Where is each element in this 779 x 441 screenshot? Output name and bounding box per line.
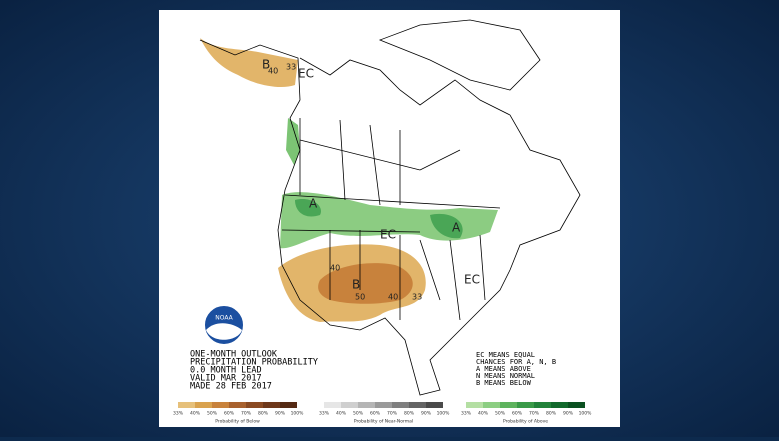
scale-tick-label: 80% [404,411,415,417]
scale-tick-label: 40% [190,411,201,417]
region-label: A [309,197,318,211]
region-label: 40 [330,264,340,273]
title-line: MADE 28 FEB 2017 [190,382,272,392]
key-line: EC MEANS EQUAL [476,351,535,359]
color-swatch [375,402,392,408]
scale-tick-label: 80% [546,411,557,417]
key-line: CHANCES FOR A, N, B [476,358,556,366]
scale-tick-label: 40% [478,411,489,417]
region-label: 50 [355,293,365,302]
color-swatch [483,402,500,408]
scale-tick-label: 100% [437,411,451,417]
scale-tick-label: 100% [579,411,593,417]
scale-tick-label: 70% [241,411,252,417]
key-line: N MEANS NORMAL [476,372,535,380]
scale-tick-label: 100% [291,411,305,417]
key-line: B MEANS BELOW [476,379,532,387]
scale-tick-label: 50% [495,411,506,417]
scale-tick-label: 40% [336,411,347,417]
map-labels: B 40 33 EC A EC A 40 B 50 40 33 EC [262,58,480,302]
scale-tick-label: 60% [370,411,381,417]
region-label: 33 [286,63,296,72]
region-label: B [352,278,360,292]
region-label: 40 [388,293,398,302]
above-region [286,118,300,165]
color-swatch [534,402,551,408]
below-region [318,263,413,304]
color-swatch [341,402,358,408]
title-line: ONE-MONTH OUTLOOK [190,350,278,360]
scale-tick-label: 90% [275,411,286,417]
scale-tick-label: 60% [224,411,235,417]
scale-tick-label: 33% [319,411,330,417]
scale-title: Probability of Near-Normal [354,419,413,425]
region-label: 40 [268,67,278,76]
color-swatch [229,402,246,408]
color-swatch [263,402,280,408]
color-swatch [426,402,443,408]
region-label: 33 [412,293,422,302]
scale-tick-label: 50% [207,411,218,417]
scale-tick-label: 80% [258,411,269,417]
color-scales: 33% 40% 50% 60% 70% 80% 90% 100% Probability of … [173,402,592,425]
scale-tick-label: 90% [421,411,432,417]
scale-title: Probability of Below [215,419,260,425]
title-line: 0.0 MONTH LEAD [190,366,262,376]
color-swatch [280,402,297,408]
color-swatch [517,402,534,408]
color-swatch [500,402,517,408]
color-swatch [246,402,263,408]
color-swatch [212,402,229,408]
color-swatch [466,402,483,408]
color-swatch [195,402,212,408]
color-swatch [178,402,195,408]
noaa-logo: NOAA [203,304,245,346]
scale-tick-label: 70% [387,411,398,417]
region-label: EC [464,273,480,287]
scale-tick-label: 50% [353,411,364,417]
scale-tick-label: 70% [529,411,540,417]
region-label: B [262,58,270,72]
scale-tick-label: 60% [512,411,523,417]
scale-title: Probability of Above [503,419,548,425]
color-swatch [324,402,341,408]
region-label: EC [380,228,396,242]
color-swatch [392,402,409,408]
color-swatch [409,402,426,408]
map-outlines [199,19,581,396]
key-line: A MEANS ABOVE [476,365,531,373]
color-swatch [551,402,568,408]
title-line: PRECIPITATION PROBABILITY [190,358,318,368]
color-swatch [568,402,585,408]
logo-gull [206,323,242,340]
shaded-regions [200,38,498,322]
scale-tick-label: 90% [563,411,574,417]
region-label: EC [298,67,314,81]
above-region [295,199,463,239]
color-swatch [358,402,375,408]
region-label: A [452,221,461,235]
scale-tick-label: 33% [173,411,184,417]
logo-text: NOAA [215,315,233,322]
scale-tick-label: 33% [461,411,472,417]
title-line: VALID MAR 2017 [190,374,262,384]
